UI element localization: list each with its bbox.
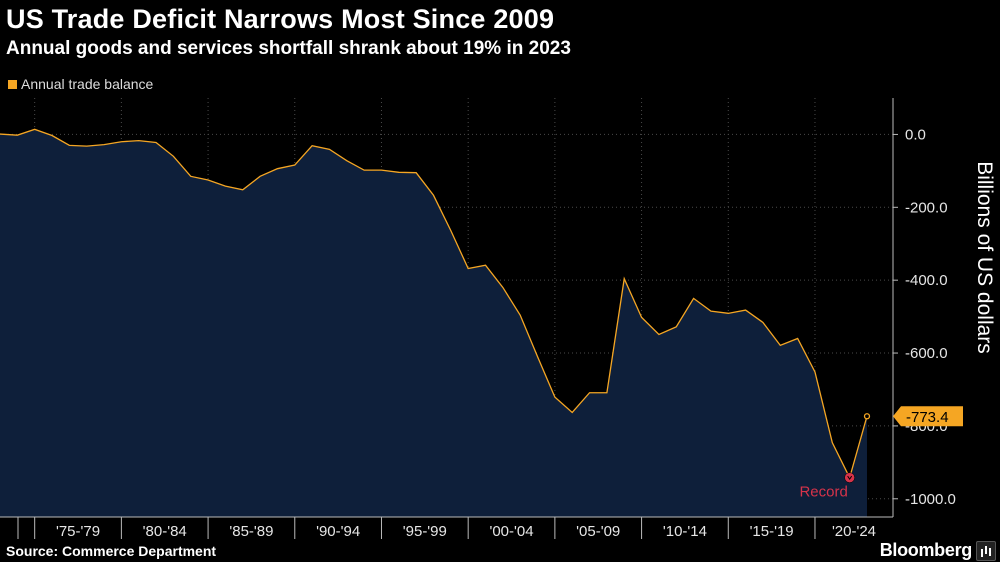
x-tick-label: '80-'84 [143,523,187,540]
legend: Annual trade balance [8,76,153,92]
x-tick-label: '95-'99 [403,523,447,540]
x-tick-label: '10-'14 [663,523,707,540]
y-tick-label: -1000.0 [905,491,956,508]
x-tick-label: '90-'94 [316,523,360,540]
source-note: Source: Commerce Department [6,543,217,559]
series-line [0,128,868,480]
record-marker [844,472,855,483]
series-area [0,129,867,517]
y-tick-label: 0.0 [905,126,926,143]
x-tick-label: '00-'04 [489,523,533,540]
bloomberg-chart-icon [976,541,996,561]
y-tick-label: -400.0 [905,272,948,289]
chart-title: US Trade Deficit Narrows Most Since 2009 [6,4,555,34]
chart-subtitle: Annual goods and services shortfall shra… [6,38,571,59]
y-tick-label: -200.0 [905,199,948,216]
x-tick-label: '20-'24 [832,523,876,540]
x-tick-label: '05-'09 [576,523,620,540]
latest-point-marker [863,413,871,420]
bloomberg-logo: Bloomberg [879,540,973,560]
x-tick-label: '75-'79 [56,523,100,540]
record-label: Record [799,484,847,501]
record-marker-glyph [847,475,853,481]
legend-swatch [8,79,17,89]
y-axis-title: Billions of US dollars [973,161,996,354]
latest-value-callout [893,406,963,427]
y-tick-label: -600.0 [905,345,948,362]
x-tick-label: '85-'89 [229,523,273,540]
latest-value-label: -773.4 [906,409,949,426]
x-tick-label: '15-'19 [750,523,794,540]
legend-label: Annual trade balance [21,76,154,92]
